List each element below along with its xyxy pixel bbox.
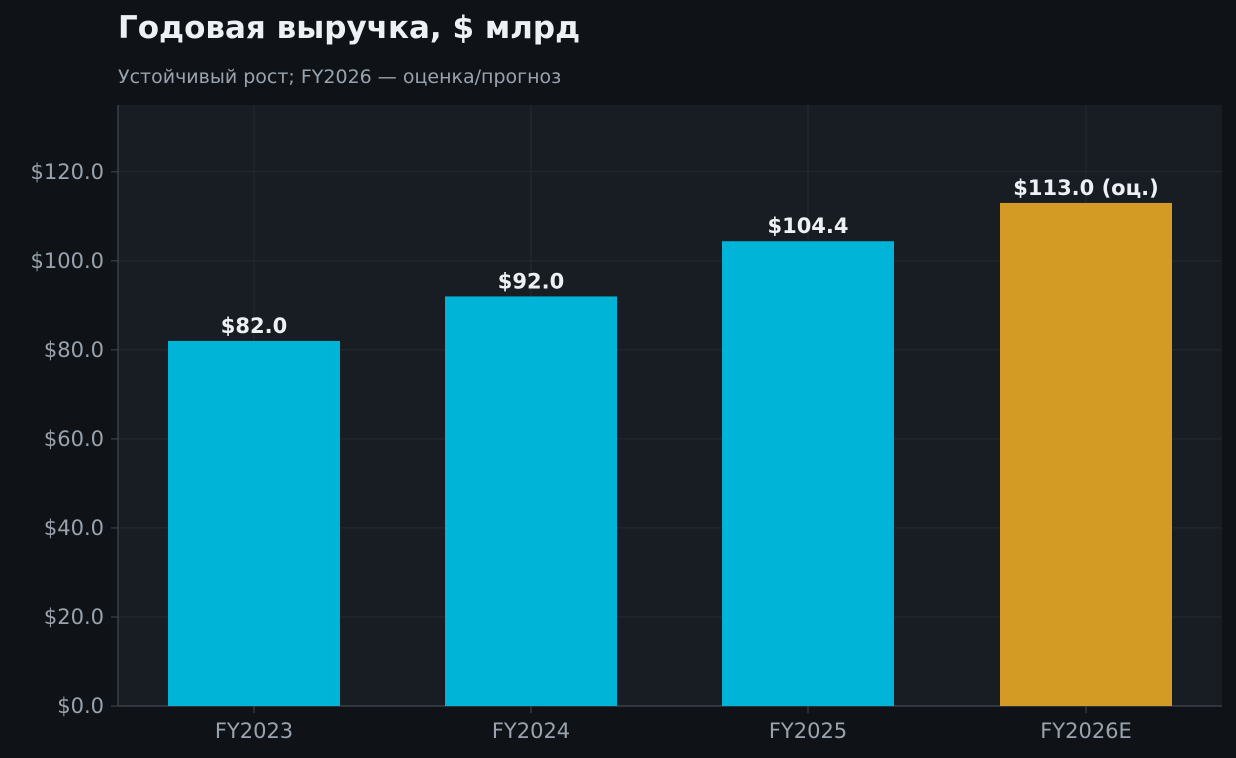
y-tick-label: $120.0 <box>31 160 104 184</box>
data-label: $82.0 <box>221 314 287 338</box>
bar-fy2025 <box>722 241 894 706</box>
data-labels: $82.0 $92.0 $104.4 $113.0 (оц.) <box>221 176 1159 338</box>
data-label: $104.4 <box>767 214 848 238</box>
bar-fy2024 <box>445 296 617 706</box>
chart-title: Годовая выручка, $ млрд <box>118 10 581 46</box>
bar-fy2026e <box>1000 202 1172 706</box>
data-label: $92.0 <box>498 269 564 293</box>
y-tick-label: $80.0 <box>44 338 104 362</box>
x-tick-label: FY2025 <box>769 719 847 743</box>
data-label: $113.0 (оц.) <box>1013 176 1159 200</box>
x-tick-label: FY2024 <box>492 719 570 743</box>
y-tick-label: $0.0 <box>57 694 104 718</box>
bars <box>168 202 1172 706</box>
x-tick-label: FY2026E <box>1040 719 1132 743</box>
y-tick-label: $20.0 <box>44 605 104 629</box>
chart-subtitle: Устойчивый рост; FY2026 — оценка/прогноз <box>118 66 562 88</box>
x-tick-label: FY2023 <box>215 719 293 743</box>
y-tick-label: $100.0 <box>31 249 104 273</box>
bar-fy2023 <box>168 340 340 706</box>
y-tick-label: $40.0 <box>44 516 104 540</box>
y-tick-label: $60.0 <box>44 427 104 451</box>
